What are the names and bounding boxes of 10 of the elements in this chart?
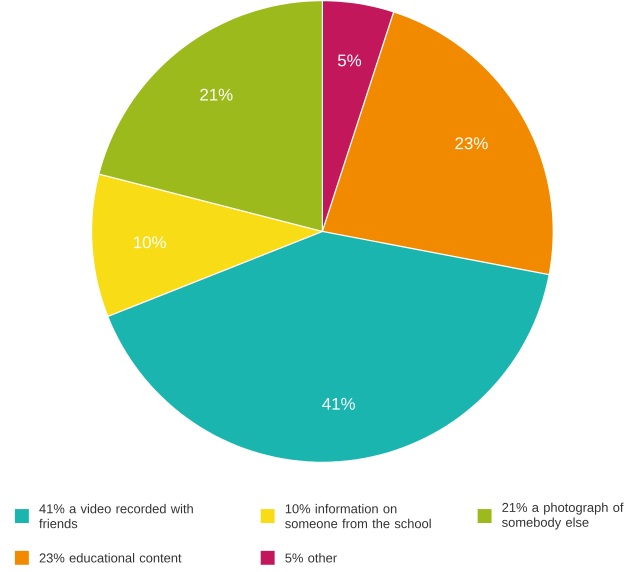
data-label: 41%	[322, 398, 355, 410]
data-label: 21%	[200, 88, 233, 101]
legend-label: 23% educational content	[40, 553, 182, 563]
data-label: 5%	[338, 54, 362, 66]
legend-label: 41% a video recorded with friends	[39, 504, 193, 528]
data-label: 10%	[134, 236, 166, 248]
legend-label: 10% information on someone from the school	[285, 504, 431, 528]
legend-label: 21% a photograph of somebody else	[502, 502, 624, 530]
legend-label: 5% other	[285, 553, 337, 563]
data-label: 23%	[455, 137, 488, 150]
